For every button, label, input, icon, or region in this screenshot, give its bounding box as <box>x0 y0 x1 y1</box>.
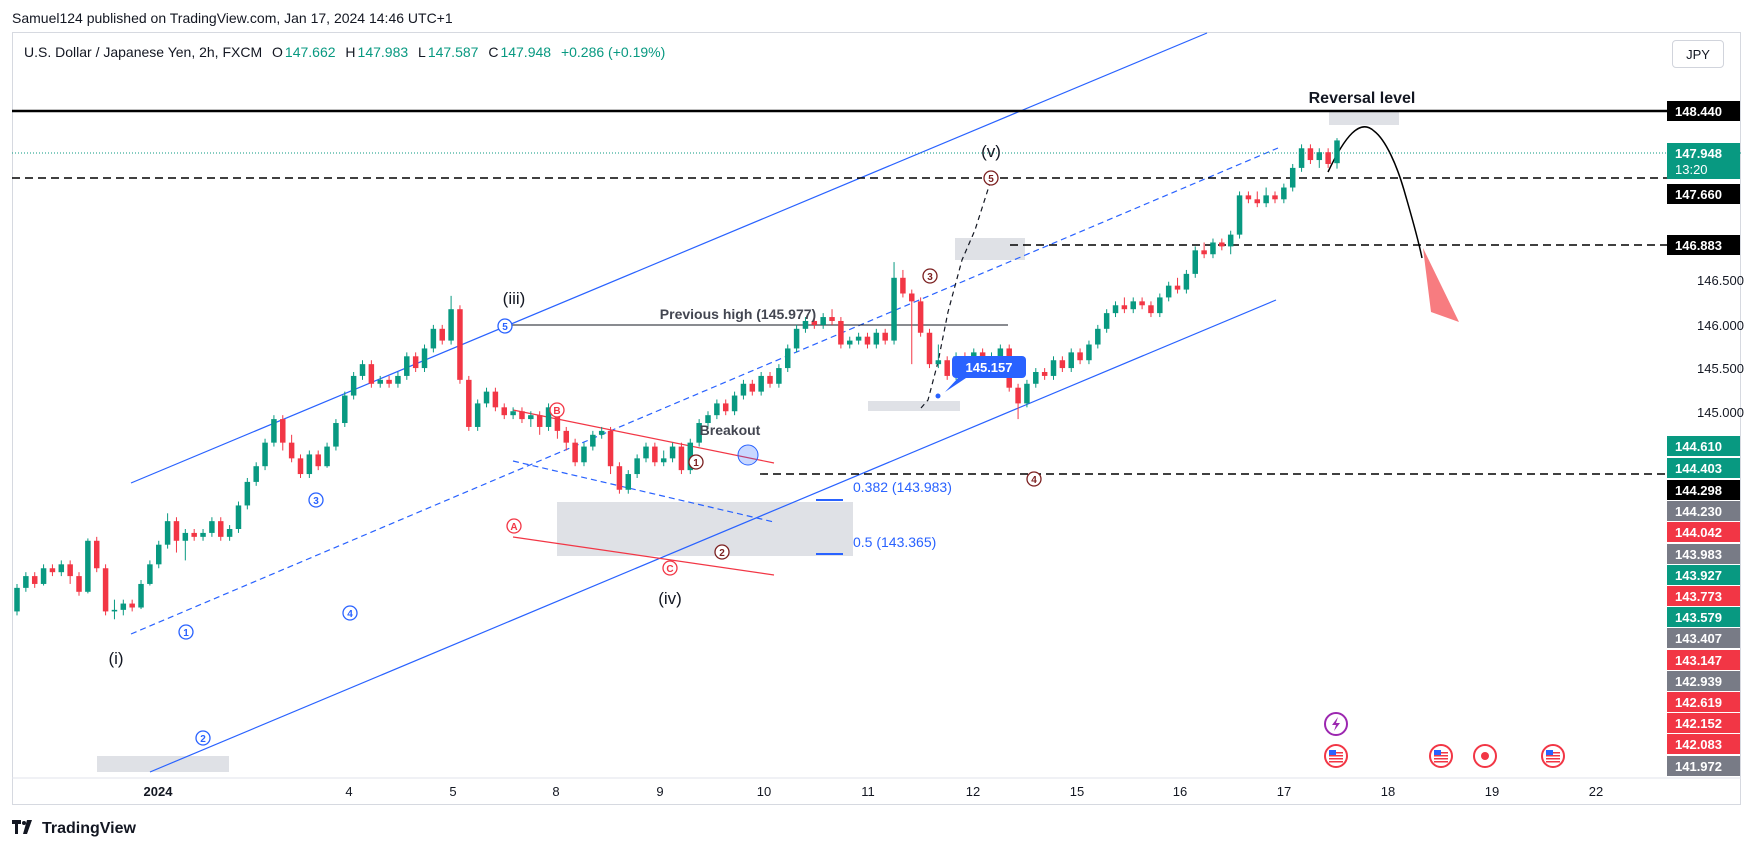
high-label: H <box>345 44 356 60</box>
high-value: 147.983 <box>357 44 409 60</box>
close-label: C <box>488 44 499 60</box>
currency-button[interactable]: JPY <box>1672 40 1724 68</box>
chart-frame <box>12 32 1741 805</box>
tradingview-brand: TradingView <box>42 820 136 837</box>
low-label: L <box>418 44 426 60</box>
close-value: 147.948 <box>500 44 552 60</box>
publisher-line: Samuel124 published on TradingView.com, … <box>12 10 453 26</box>
tradingview-logo: TradingView <box>12 820 136 838</box>
symbol-legend: U.S. Dollar / Japanese Yen, 2h, FXCM O 14… <box>24 44 671 60</box>
low-value: 147.587 <box>427 44 479 60</box>
open-label: O <box>272 44 283 60</box>
change-value: +0.286 (+0.19%) <box>560 44 666 60</box>
symbol-name[interactable]: U.S. Dollar / Japanese Yen, 2h, FXCM <box>24 44 263 60</box>
open-value: 147.662 <box>284 44 336 60</box>
tradingview-logo-icon <box>12 820 32 834</box>
